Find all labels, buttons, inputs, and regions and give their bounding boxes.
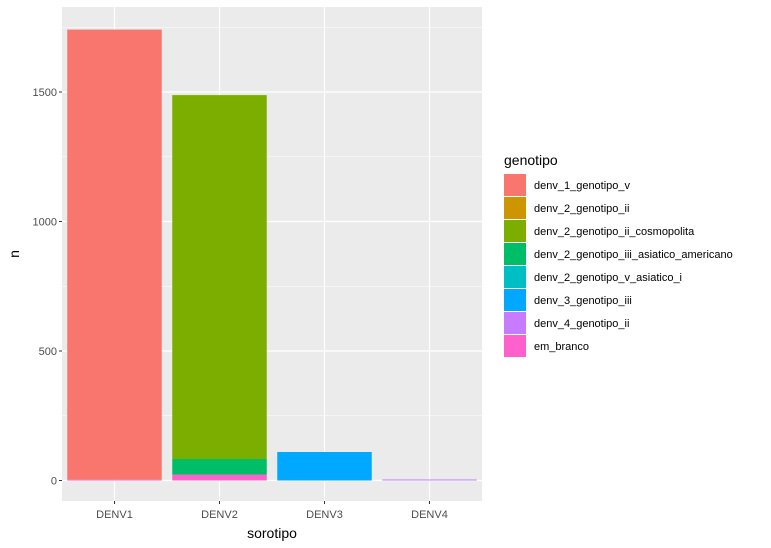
bar-segment-denv4-denv-4-genotipo-ii xyxy=(382,479,477,481)
legend: genotipo denv_1_genotipo_v denv_2_genotip… xyxy=(504,152,733,357)
legend-key-denv-2-genotipo-iii-asiatico-americano xyxy=(504,243,526,265)
x-axis: DENV1 DENV2 DENV3 DENV4 xyxy=(96,501,448,521)
legend-label: denv_1_genotipo_v xyxy=(534,180,631,192)
legend-key-denv-4-genotipo-ii xyxy=(504,312,526,334)
legend-label: denv_2_genotipo_iii_asiatico_americano xyxy=(534,249,733,261)
legend-key-denv-2-genotipo-ii xyxy=(504,197,526,219)
legend-label: denv_2_genotipo_ii_cosmopolita xyxy=(534,226,695,238)
y-axis: 0 500 1000 1500 xyxy=(33,87,62,488)
legend-label: em_branco xyxy=(534,341,589,353)
legend-label: denv_2_genotipo_v_asiatico_i xyxy=(534,272,682,284)
bar-segment-denv2-denv-2-genotipo-ii-cosmopolita xyxy=(172,95,267,460)
legend-key-denv-1-genotipo-v xyxy=(504,174,526,196)
legend-key-denv-3-genotipo-iii xyxy=(504,289,526,311)
bar-segment-denv2-denv-2-genotipo-iii-asiatico-americano xyxy=(172,459,267,475)
y-axis-title: n xyxy=(6,250,22,258)
y-tick-label: 500 xyxy=(39,346,57,358)
x-tick-label: DENV4 xyxy=(411,509,448,521)
bar-segment-denv1-em-branco xyxy=(67,479,162,481)
x-tick-label: DENV2 xyxy=(201,509,238,521)
bar-segment-denv1-denv-1-genotipo-v xyxy=(67,29,162,480)
x-axis-title: sorotipo xyxy=(247,525,297,541)
y-tick-label: 1000 xyxy=(33,217,57,229)
legend-title: genotipo xyxy=(504,152,558,168)
legend-key-denv-2-genotipo-ii-cosmopolita xyxy=(504,220,526,242)
legend-key-denv-2-genotipo-v-asiatico-i xyxy=(504,266,526,288)
legend-label: denv_2_genotipo_ii xyxy=(534,203,629,215)
bars xyxy=(67,29,477,481)
legend-label: denv_4_genotipo_ii xyxy=(534,318,629,330)
x-tick-label: DENV3 xyxy=(306,509,343,521)
bar-segment-denv2-em-branco xyxy=(172,474,267,481)
y-tick-label: 0 xyxy=(51,476,57,488)
legend-key-em-branco xyxy=(504,335,526,357)
y-tick-label: 1500 xyxy=(33,87,57,99)
legend-label: denv_3_genotipo_iii xyxy=(534,295,632,307)
x-tick-label: DENV1 xyxy=(96,509,133,521)
bar-segment-denv3-denv-3-genotipo-iii xyxy=(277,452,372,481)
